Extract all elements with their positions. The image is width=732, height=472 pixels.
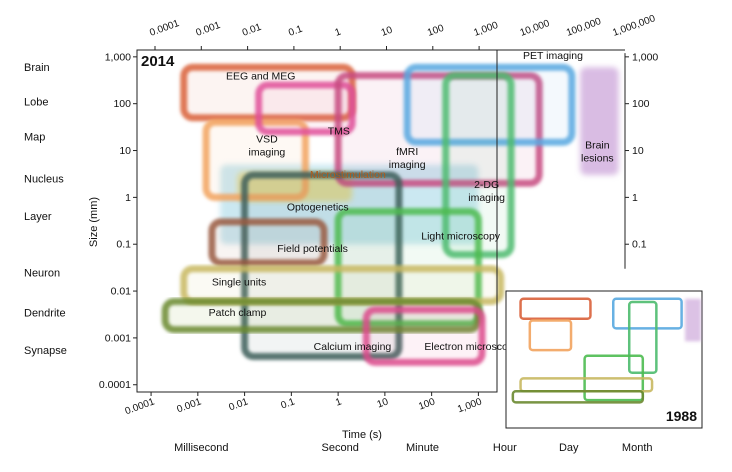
method-2-dg-imaging-label: 2-DG imaging [468,179,505,204]
axes [136,49,498,393]
right-y-tick-label: 100 [632,98,650,110]
top-x-tick-label: 100,000 [565,16,603,39]
inset-patch-clamp-box [511,390,645,404]
inset-pet-imaging-box [612,297,683,330]
plot-frame [136,49,498,393]
right-y-tick-label: 0.1 [632,239,647,251]
method-optogenetics-label: Optogenetics [287,201,349,213]
y-tick-label: 1,000 [105,51,131,63]
inset-1988: 1988 [505,290,703,429]
size-category-label: Map [24,131,45,143]
method-field-potentials-label: Field potentials [277,243,348,255]
x-tick-label: 0.0001 [124,396,157,417]
top-x-tick-label: 1,000,000 [611,13,657,39]
top-x-tick-label: 1,000 [472,20,500,39]
x-tick-label: 0.1 [280,396,297,411]
top-x-tick-label: 10,000 [519,18,552,39]
method-eeg-and-meg-label: EEG and MEG [226,70,295,82]
x-tick-label: 1,000 [456,396,484,415]
method-single-units-label: Single units [212,277,266,289]
top-x-tick-label: 0.0001 [148,18,181,39]
method-label-layer: Microstimulation Brain lesions EEG and MEG V… [209,50,614,353]
time-category-label: Minute [406,442,439,454]
size-category-label: Dendrite [24,307,66,319]
tick-layer: 0.0001 0.001 0.01 0.1 1 10 100 1,000 0.0001 0.001… [24,13,658,454]
method-calcium-imaging-label: Calcium imaging [314,341,392,353]
size-category-label: Neuron [24,267,60,279]
method-brain-lesions-fill [580,67,619,176]
method-electron-microscopy-label: Electron microscopy [424,341,519,353]
method-tms-label: TMS [328,125,350,137]
top-x-tick-label: 1 [333,26,342,38]
size-category-label: Nucleus [24,174,64,186]
inset-frame [505,290,703,429]
y-tick-label: 0.1 [116,239,131,251]
inset-vsd-imaging-box [528,319,573,352]
x-tick-label: 100 [417,396,437,412]
size-category-label: Synapse [24,345,67,357]
method-vsd-imaging-label: VSD imaging [249,133,286,158]
right-y-tick-label: 10 [632,145,644,157]
top-x-tick-label: 0.001 [195,20,223,39]
y-tick-label: 0.0001 [99,379,131,391]
method-brain-lesions-label: Brain lesions [581,140,614,165]
time-category-label: Millisecond [174,442,228,454]
x-tick-label: 0.001 [176,396,204,415]
x-tick-label: 10 [376,396,391,410]
y-tick-label: 100 [113,98,131,110]
size-category-label: Lobe [24,97,48,109]
size-category-label: Layer [24,211,52,223]
x-tick-label: 1 [334,396,343,408]
size-category-label: Brain [24,62,50,74]
method-field-potentials-box [208,218,328,267]
method-microstimulation-label: Microstimulation [310,169,386,181]
y-tick-label: 1 [125,192,131,204]
time-category-label: Hour [493,442,517,454]
method-fmri-imaging-label: fMRI imaging [389,146,426,171]
method-pet-imaging-label: PET imaging [523,50,583,62]
inset-eeg-and-meg-box [519,297,592,321]
top-x-tick-label: 10 [380,25,395,39]
time-category-label: Second [322,442,359,454]
y-axis-title: Size (mm) [88,197,100,247]
method-light-microscopy-label: Light microscopy [421,231,501,243]
top-x-tick-label: 100 [426,23,446,39]
top-x-tick-label: 0.01 [241,22,263,39]
year-label-main: 2014 [141,53,175,70]
y-tick-label: 10 [119,145,131,157]
method-box-layer [161,63,576,366]
right-y-tick-label: 1,000 [632,51,658,63]
y-tick-label: 0.01 [111,286,132,298]
year-label-inset: 1988 [666,408,697,424]
time-category-label: Month [622,442,653,454]
method-electron-microscopy-box [362,306,486,366]
method-patch-clamp-label: Patch clamp [209,307,267,319]
x-tick-label: 0.01 [228,396,250,413]
time-category-label: Day [559,442,579,454]
inset-method-boxes [511,297,701,404]
right-y-tick-label: 1 [632,192,638,204]
x-axis-title: Time (s) [342,429,382,441]
y-tick-label: 0.001 [105,332,131,344]
top-x-tick-label: 0.1 [287,24,304,39]
inset-brain-lesions-fill [685,298,701,342]
